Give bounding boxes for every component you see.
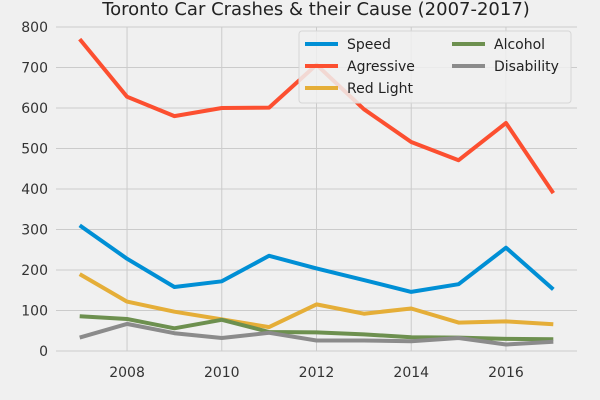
legend: Speed Agressive Red Light Alcohol Disability	[298, 30, 572, 104]
series-line-red-light	[78, 272, 554, 330]
y-tick-labels: 0 100 200 300 400 500 600 700 800	[21, 20, 48, 360]
x-tick-label: 2012	[299, 365, 335, 381]
y-tick-label: 600	[21, 101, 48, 117]
series-line-alcohol	[79, 314, 554, 342]
x-tick-label: 2008	[109, 365, 145, 381]
legend-box	[298, 30, 572, 104]
legend-label-speed: Speed	[347, 37, 391, 53]
legend-label-disability: Disability	[494, 59, 559, 75]
y-tick-label: 0	[39, 344, 48, 360]
legend-label-agressive: Agressive	[347, 59, 415, 75]
chart-title: Toronto Car Crashes & their Cause (2007-…	[101, 0, 530, 20]
series-line-speed	[78, 223, 555, 294]
series-line-disability	[79, 321, 554, 347]
y-tick-label: 400	[21, 182, 48, 198]
y-tick-label: 800	[21, 20, 48, 36]
x-tick-label: 2010	[204, 365, 240, 381]
y-tick-label: 700	[21, 61, 48, 77]
y-tick-label: 500	[21, 142, 48, 158]
x-tick-label: 2016	[488, 365, 524, 381]
y-tick-label: 300	[21, 223, 48, 239]
legend-label-red-light: Red Light	[347, 81, 413, 97]
x-tick-label: 2014	[393, 365, 429, 381]
y-tick-label: 100	[21, 304, 48, 320]
x-tick-labels: 2008 2010 2012 2014 2016	[109, 365, 524, 381]
legend-label-alcohol: Alcohol	[494, 37, 545, 53]
series-lines	[78, 37, 555, 347]
y-tick-label: 200	[21, 263, 48, 279]
